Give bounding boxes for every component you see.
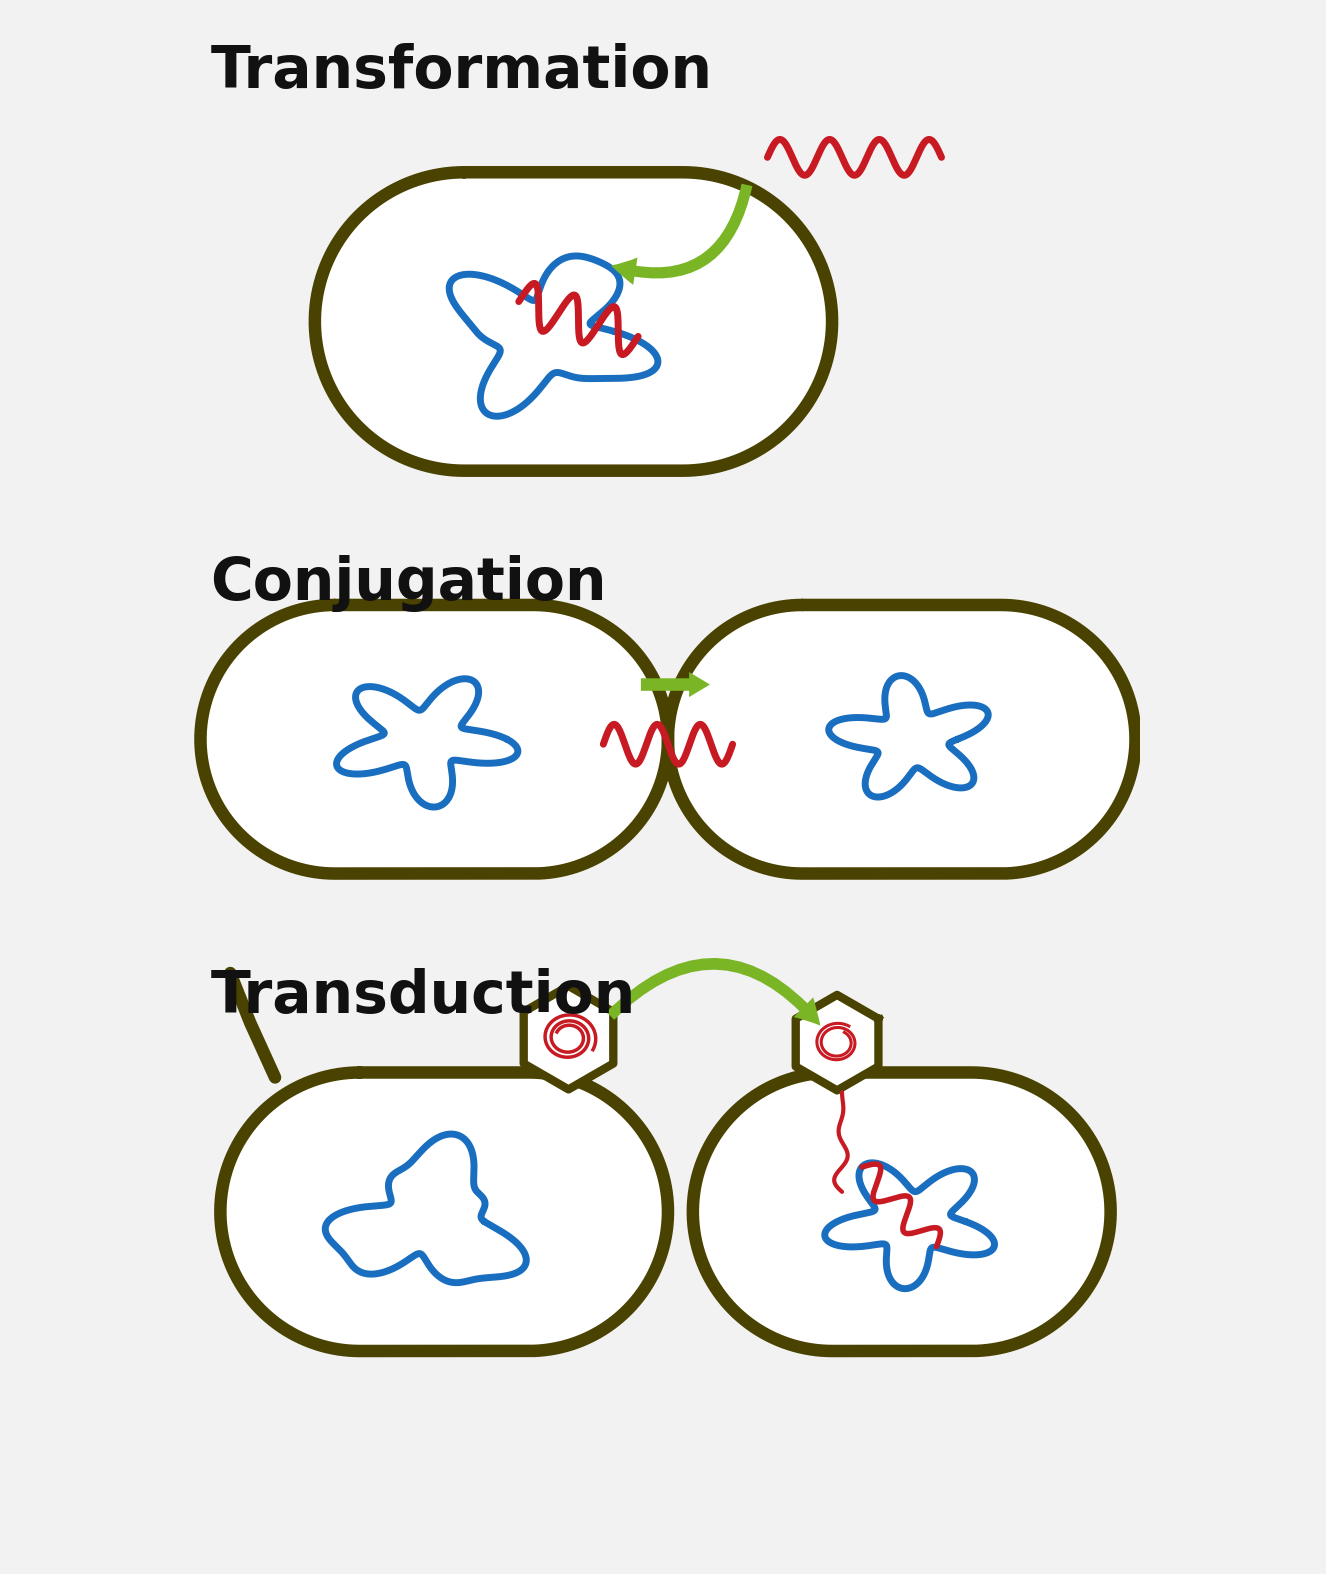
FancyArrowPatch shape xyxy=(640,672,709,697)
FancyArrowPatch shape xyxy=(606,959,821,1026)
Text: Transformation: Transformation xyxy=(211,42,712,101)
Polygon shape xyxy=(314,172,833,471)
Text: Transduction: Transduction xyxy=(211,968,635,1025)
FancyArrowPatch shape xyxy=(611,184,752,285)
Polygon shape xyxy=(220,1072,668,1350)
Polygon shape xyxy=(693,1072,1111,1350)
Polygon shape xyxy=(668,604,1135,874)
Polygon shape xyxy=(524,985,614,1089)
Polygon shape xyxy=(200,604,668,874)
Polygon shape xyxy=(796,995,878,1091)
Text: Conjugation: Conjugation xyxy=(211,556,607,612)
